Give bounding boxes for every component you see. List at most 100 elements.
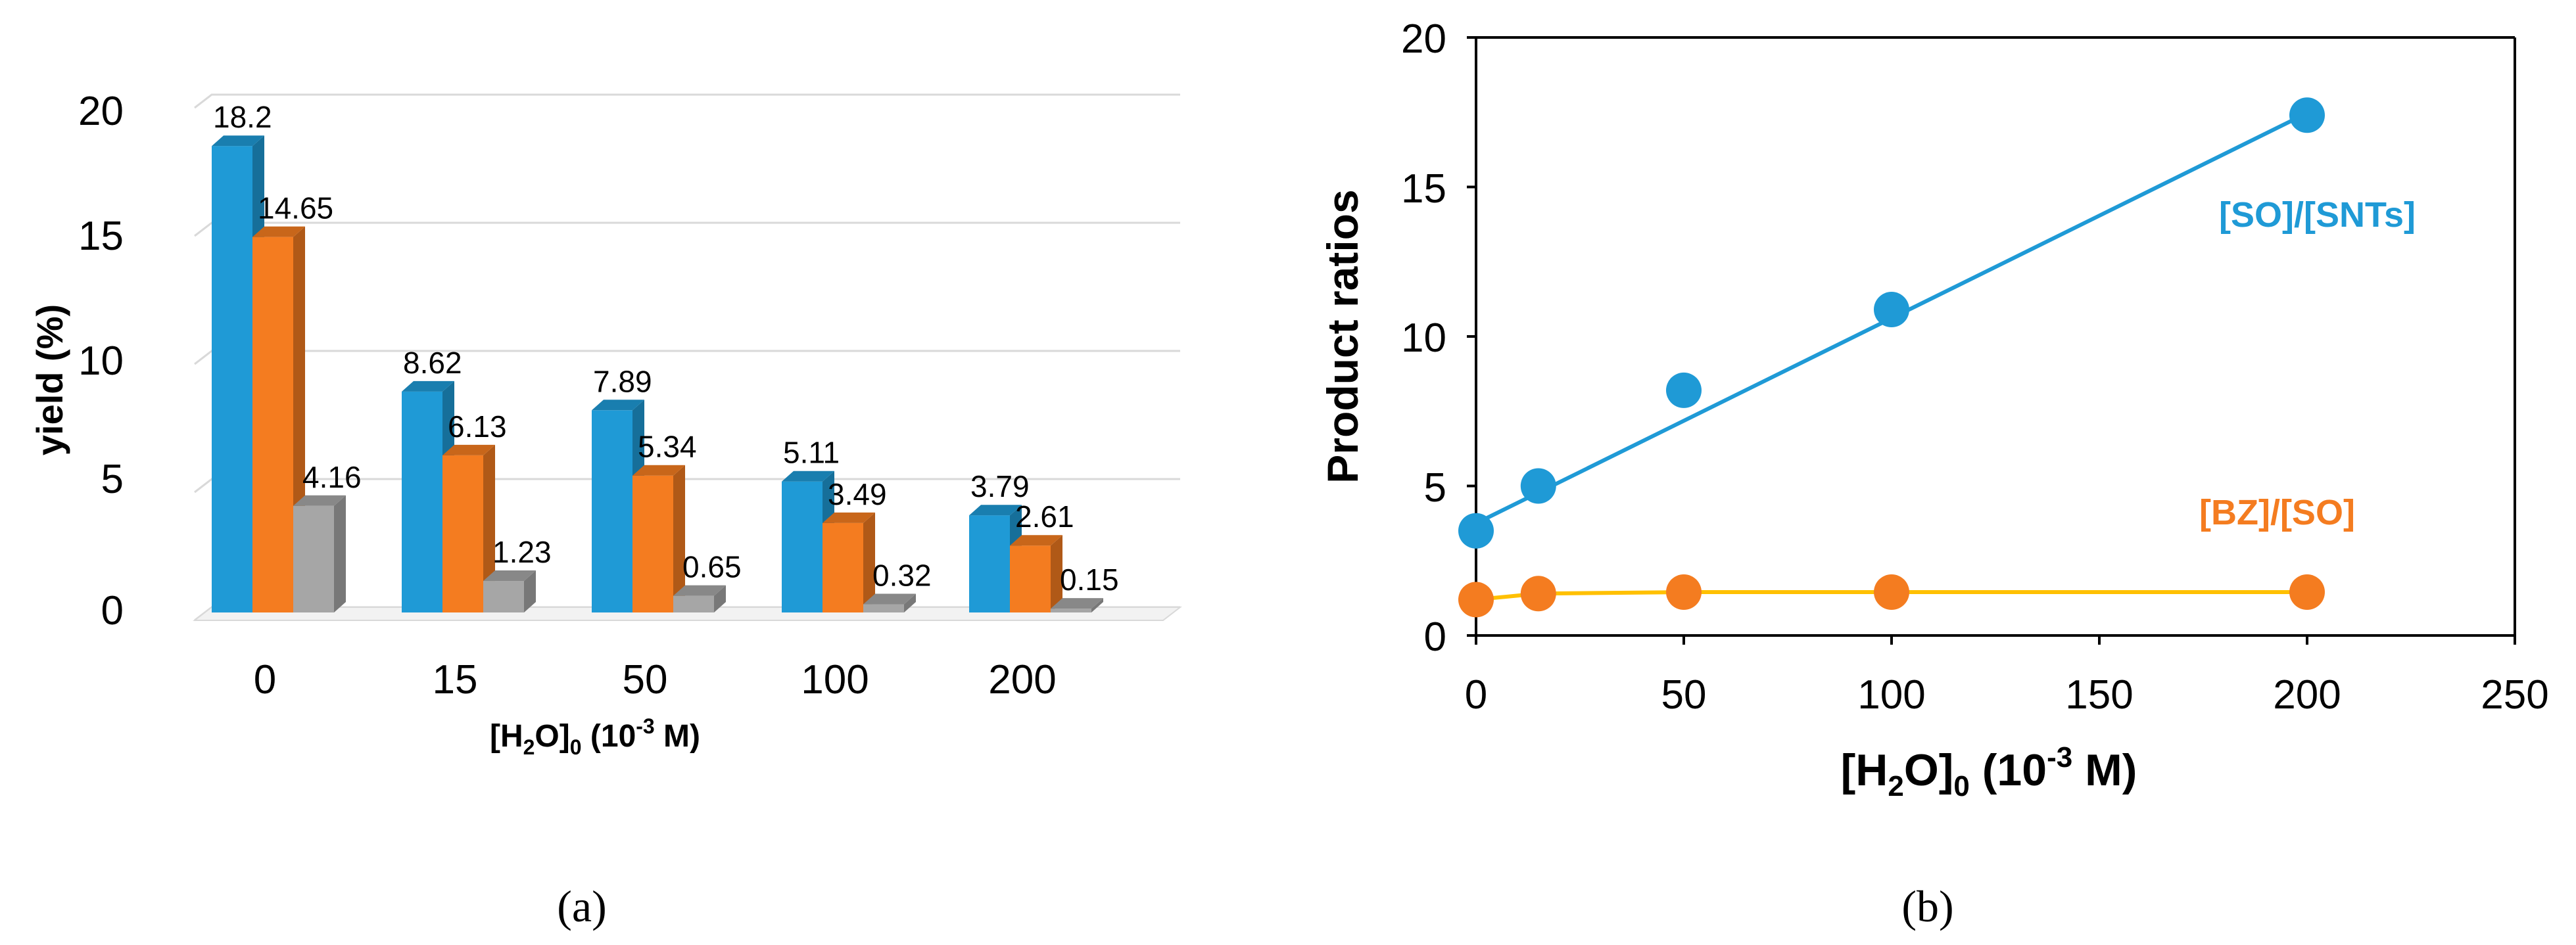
point-so-snts: [2289, 97, 2325, 133]
x-tick-label: 100: [801, 657, 869, 703]
data-label: 14.65: [258, 191, 333, 225]
bar-chart-y-ticks: 0 5 10 15 20: [78, 89, 124, 634]
panel-label-b: (b): [1901, 881, 1953, 931]
data-label: 0.15: [1060, 563, 1119, 597]
bar-side: [334, 495, 346, 612]
bar: [632, 475, 673, 612]
data-label: 0.32: [872, 559, 932, 593]
x-tick-label: 0: [1465, 672, 1487, 718]
scatter-fit-lines: [1475, 111, 2308, 602]
y-tick-label: 10: [78, 338, 124, 384]
point-bz-so: [1520, 576, 1556, 612]
y-tick-label: 20: [1401, 16, 1446, 62]
y-tick-label: 5: [1424, 465, 1446, 511]
bar-top: [293, 495, 346, 506]
scatter-points: [1458, 97, 2325, 618]
bar: [592, 410, 632, 612]
y-axis-title: Product ratios: [1318, 189, 1367, 483]
point-so-snts: [1874, 292, 1909, 328]
bar-top: [212, 135, 264, 147]
scatter-x-ticks: 0 50 100 150 200 250: [1465, 672, 2549, 718]
point-bz-so: [2289, 574, 2325, 611]
bar: [1051, 609, 1091, 612]
bar-top: [483, 570, 536, 582]
bar-chart-bars: [212, 135, 1103, 612]
x-tick-label: 250: [2481, 672, 2548, 718]
bar-side: [863, 512, 875, 612]
bar: [1010, 545, 1051, 612]
bar-top: [632, 465, 685, 476]
bar-top: [1051, 598, 1103, 609]
y-tick-label: 15: [78, 214, 124, 259]
scatter-tick-marks: [1467, 36, 2516, 645]
data-label: 0.65: [682, 550, 742, 584]
bar-top: [673, 585, 726, 596]
x-axis-title: [H2O]0 (10-3 M): [1841, 741, 2137, 802]
y-tick-label: 10: [1401, 315, 1446, 361]
data-label: 18.2: [213, 100, 272, 134]
y-tick-label: 20: [78, 89, 124, 134]
bar-side: [673, 465, 685, 612]
bar: [483, 581, 524, 612]
x-tick-label: 50: [1661, 672, 1707, 718]
bar: [252, 237, 293, 612]
bar-chart-x-ticks: 0 15 50 100 200: [254, 657, 1057, 703]
data-label: 3.79: [970, 469, 1030, 503]
bar: [402, 391, 442, 612]
gridline: [194, 93, 1180, 109]
point-so-snts: [1666, 372, 1702, 408]
x-tick-label: 100: [1857, 672, 1925, 718]
bar: [212, 146, 252, 612]
y-axis-title: yield (%): [29, 304, 70, 455]
scatter-y-ticks: 0 5 10 15 20: [1401, 16, 1446, 660]
bar-top: [782, 471, 834, 482]
bar: [863, 604, 904, 612]
bar: [823, 522, 863, 612]
bar-top: [402, 380, 454, 392]
x-tick-label: 200: [2273, 672, 2341, 718]
bar: [293, 505, 334, 612]
data-label: 8.62: [403, 346, 462, 380]
series-label-so-snts: [SO]/[SNTs]: [2219, 195, 2416, 235]
gridline: [194, 350, 1180, 365]
bar-top: [592, 400, 644, 411]
point-bz-so: [1874, 574, 1909, 611]
bar-top: [969, 505, 1022, 516]
point-bz-so: [1458, 582, 1494, 618]
bar: [442, 455, 483, 612]
bar-top: [823, 512, 875, 523]
y-tick-label: 15: [1401, 166, 1446, 212]
data-label: 3.49: [828, 477, 887, 511]
x-tick-label: 50: [623, 657, 668, 703]
x-tick-label: 15: [433, 657, 478, 703]
x-tick-label: 200: [988, 657, 1056, 703]
data-label: 6.13: [448, 409, 507, 444]
bar-side: [904, 593, 916, 612]
x-tick-label: 150: [2065, 672, 2133, 718]
bar-chart-panel: 0 5 10 15 20 18.2 14.65 4.16 8.62 6.13 1.23 7.…: [29, 89, 1182, 931]
series-label-bz-so: [BZ]/[SO]: [2199, 493, 2355, 532]
data-label: 5.11: [783, 436, 840, 470]
point-bz-so: [1666, 574, 1702, 611]
x-axis-title: [H2O]0 (10-3 M): [490, 714, 700, 759]
data-label: 2.61: [1015, 499, 1074, 534]
x-tick-label: 0: [254, 657, 276, 703]
bar: [782, 481, 823, 612]
bar-top: [863, 593, 916, 605]
gridline: [194, 221, 1180, 237]
bar-chart-data-labels: 18.2 14.65 4.16 8.62 6.13 1.23 7.89 5.34 0.65 5.1…: [213, 100, 1119, 597]
scatter-chart-panel: 0 5 10 15 20 0 50 100 150 200 250 [SO]/[…: [1318, 16, 2549, 931]
bar-top: [252, 226, 305, 237]
y-tick-label: 5: [101, 457, 124, 502]
data-label: 5.34: [638, 430, 697, 464]
y-tick-label: 0: [1424, 614, 1446, 660]
bar-side: [483, 444, 495, 612]
data-label: 7.89: [593, 364, 652, 398]
bar-side: [1051, 535, 1062, 612]
bar-top: [442, 444, 495, 455]
bar: [969, 515, 1010, 612]
point-so-snts: [1520, 468, 1556, 504]
data-label: 4.16: [302, 460, 362, 494]
bar-side: [524, 570, 536, 612]
